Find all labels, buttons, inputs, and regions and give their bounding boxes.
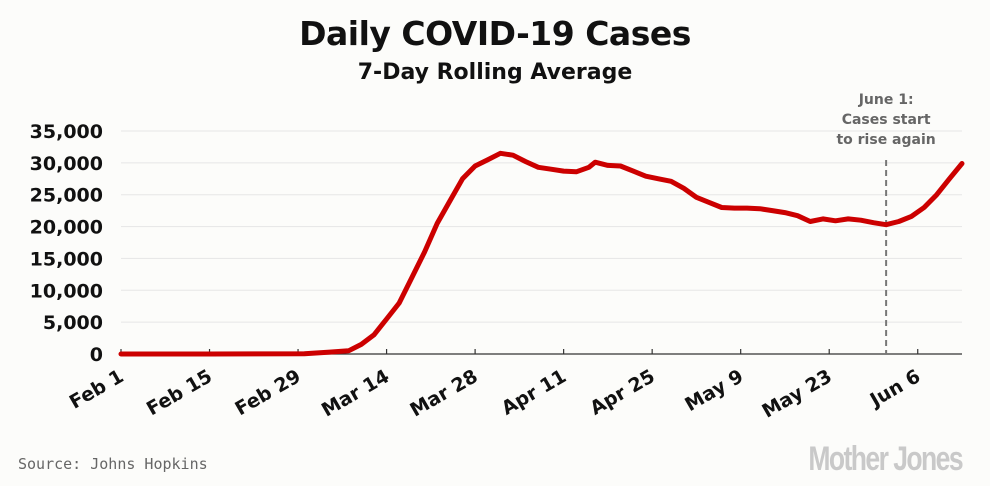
annotation-text: to rise again [836, 132, 935, 148]
x-tick-label: May 9 [681, 365, 747, 416]
y-tick-label: 10,000 [30, 280, 103, 302]
y-tick-label: 15,000 [30, 248, 103, 270]
x-tick-label: Apr 25 [586, 365, 658, 419]
chart-title: Daily COVID-19 Cases [299, 14, 691, 53]
y-tick-label: 20,000 [30, 217, 103, 239]
y-tick-label: 35,000 [30, 121, 103, 143]
x-tick-label: Mar 28 [406, 365, 481, 421]
x-tick-label: Mar 14 [318, 365, 393, 421]
mother-jones-logo: Mother Jones [808, 440, 963, 478]
chart-subtitle: 7-Day Rolling Average [357, 60, 633, 85]
cases-line [118, 150, 965, 357]
y-tick-label: 0 [90, 344, 103, 366]
x-tick-label: Feb 1 [66, 365, 128, 413]
x-tick-label: Feb 15 [143, 365, 216, 420]
y-tick-label: 30,000 [30, 153, 103, 175]
x-tick-label: May 23 [758, 365, 835, 422]
source-note: Source: Johns Hopkins [18, 455, 208, 473]
x-tick-label: Apr 11 [498, 365, 570, 419]
y-tick-label: 25,000 [30, 185, 103, 207]
annotation-text: June 1: [858, 92, 914, 108]
x-tick-label: Jun 6 [865, 365, 924, 412]
y-tick-label: 5,000 [43, 312, 103, 334]
x-tick-label: Feb 29 [231, 365, 304, 420]
annotation-text: Cases start [842, 112, 931, 128]
